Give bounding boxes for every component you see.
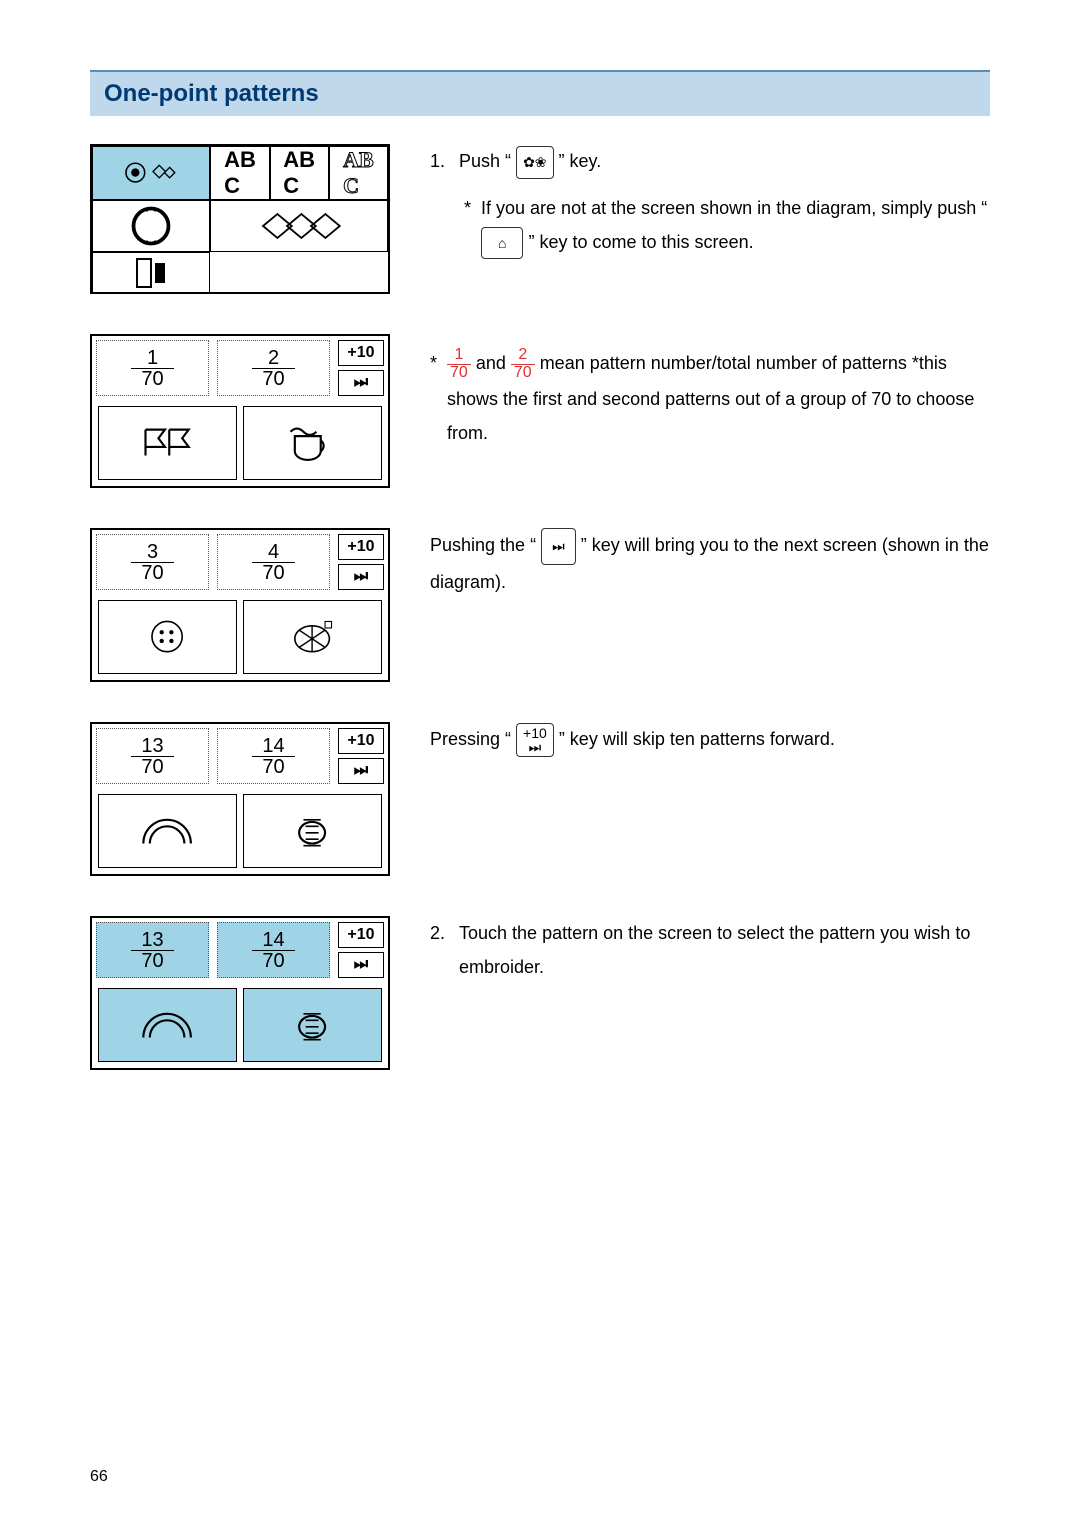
lantern-icon: [271, 1003, 353, 1046]
diagram-1-edit: [92, 252, 210, 294]
d3-cell-1: 370: [96, 534, 209, 590]
diagram-1-flower-cell: [92, 146, 210, 200]
text-1: 1. Push “ ✿❀ ” key. * If you are not at …: [430, 144, 990, 259]
d3-pattern-2[interactable]: [243, 600, 382, 674]
step2-num: 2.: [430, 916, 445, 984]
text-4: Pressing “ +10 ⏭ ” key will skip ten pat…: [430, 722, 990, 757]
section-header: One-point patterns: [90, 70, 990, 116]
d3-plus10-button[interactable]: +10: [338, 534, 384, 560]
row-3: 370 470 +10 ⏭ Pushing the “ ⏭ ” key will…: [90, 528, 990, 682]
edit-icon: [131, 253, 171, 293]
diagram-5: 1370 1470 +10 ⏭: [90, 916, 390, 1070]
text-3: Pushing the “ ⏭ ” key will bring you to …: [430, 528, 990, 599]
d5-cell-1: 1370: [96, 922, 209, 978]
d2-btncol: +10 ⏭: [334, 336, 388, 400]
d4-plus10-button[interactable]: +10: [338, 728, 384, 754]
d2-cell-1: 170: [96, 340, 209, 396]
diagram-2: 170 270 +10 ⏭: [90, 334, 390, 488]
fraction-1: 170: [447, 347, 471, 382]
diagram-4: 1370 1470 +10 ⏭: [90, 722, 390, 876]
d4-pattern-2[interactable]: [243, 794, 382, 868]
cup-icon: [271, 421, 353, 464]
d5-next-button[interactable]: ⏭: [338, 952, 384, 978]
flower-icon: [116, 157, 186, 188]
row-1: ABC ABC ABC: [90, 144, 990, 294]
lantern-icon: [271, 809, 353, 852]
d4-pattern-1[interactable]: [98, 794, 237, 868]
section-title: One-point patterns: [104, 80, 976, 108]
step1-bullet-text: If you are not at the screen shown in th…: [481, 191, 990, 260]
diagram-3: 370 470 +10 ⏭: [90, 528, 390, 682]
d2-plus10-button[interactable]: +10: [338, 340, 384, 366]
plus10-key-icon: +10 ⏭: [516, 723, 554, 757]
diagram-1-circle-cell: [92, 200, 210, 252]
d5-plus10-button[interactable]: +10: [338, 922, 384, 948]
d4-cell-2: 1470: [217, 728, 330, 784]
home-key-icon: ⌂: [481, 227, 523, 260]
d5-pattern-2-selected[interactable]: [243, 988, 382, 1062]
frac-text: 170 and 270 mean pattern number/total nu…: [447, 346, 990, 450]
d2-next-button[interactable]: ⏭: [338, 370, 384, 396]
d5-cell-2: 1470: [217, 922, 330, 978]
d2-pattern-2[interactable]: [243, 406, 382, 480]
d2-cell-2: 270: [217, 340, 330, 396]
arch-icon: [126, 809, 208, 852]
d3-cell-2: 470: [217, 534, 330, 590]
d3-next-button[interactable]: ⏭: [338, 564, 384, 590]
next-key-icon: ⏭: [541, 528, 576, 565]
yarn-icon: [271, 615, 353, 658]
lace-icon: [126, 615, 208, 658]
page-root: One-point patterns ABC ABC ABC: [0, 0, 1080, 1150]
diagram-1: ABC ABC ABC: [90, 144, 390, 294]
diagram-1-ab-outline: ABC: [329, 146, 388, 200]
text-2: * 170 and 270 mean pattern number/total …: [430, 334, 990, 450]
d5-pattern-1-selected[interactable]: [98, 988, 237, 1062]
fraction-2: 270: [511, 347, 535, 382]
diagram-1-ab1: ABC: [210, 146, 269, 200]
d4-cell-1: 1370: [96, 728, 209, 784]
row-4: 1370 1470 +10 ⏭ Pressing “ +10 ⏭: [90, 722, 990, 876]
d2-pattern-1[interactable]: [98, 406, 237, 480]
page-number: 66: [90, 1468, 108, 1486]
step1-bullet: * If you are not at the screen shown in …: [430, 191, 990, 260]
row-5: 1370 1470 +10 ⏭ 2. Touch the pattern on …: [90, 916, 990, 1070]
circle-icon: [126, 201, 176, 251]
step1-line: Push “ ✿❀ ” key.: [459, 144, 601, 179]
diagram-1-diamonds: [210, 200, 388, 252]
flag-icon: [126, 421, 208, 464]
diamonds-icon: [239, 201, 359, 251]
d4-next-button[interactable]: ⏭: [338, 758, 384, 784]
flower-key-icon: ✿❀: [516, 146, 553, 179]
step2-text: Touch the pattern on the screen to selec…: [459, 916, 990, 984]
d3-pattern-1[interactable]: [98, 600, 237, 674]
row-2: 170 270 +10 ⏭ * 170: [90, 334, 990, 488]
text-5: 2. Touch the pattern on the screen to se…: [430, 916, 990, 984]
arch-icon: [126, 1003, 208, 1046]
step1-num: 1.: [430, 144, 445, 179]
diagram-1-ab2: ABC: [270, 146, 329, 200]
